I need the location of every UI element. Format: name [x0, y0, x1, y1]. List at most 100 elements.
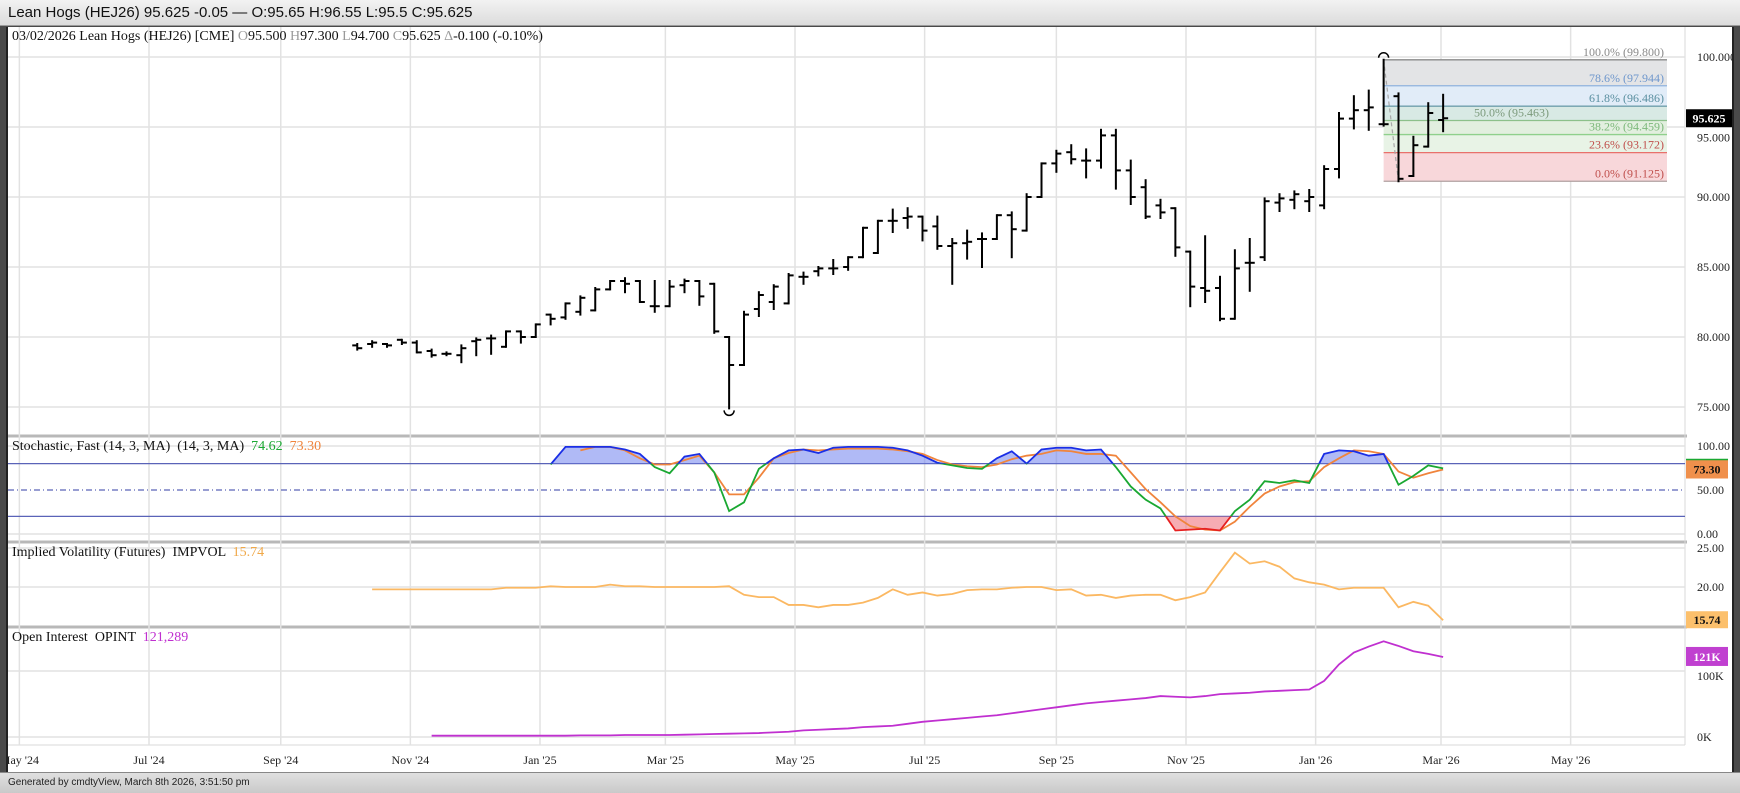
ohlc-bar[interactable] [560, 302, 571, 320]
ohlc-bar[interactable] [396, 338, 407, 345]
ohlc-bar[interactable] [1096, 128, 1106, 169]
ohlc-bar[interactable] [768, 284, 779, 310]
ohlc-bar[interactable] [441, 351, 452, 357]
oi-line[interactable] [431, 640, 1444, 737]
ohlc-bar[interactable] [1170, 207, 1181, 257]
ohlc-bar[interactable] [471, 337, 482, 357]
ohlc-bar[interactable] [1289, 190, 1300, 210]
ohlc-bar[interactable] [739, 310, 749, 366]
ohlc-bar[interactable] [858, 226, 868, 259]
ohlc-bar[interactable] [1378, 58, 1389, 127]
ohlc-bar[interactable] [1319, 165, 1330, 210]
ohlc-bar[interactable] [426, 348, 437, 358]
ohlc-bar[interactable] [1229, 249, 1240, 320]
ohlc-bar[interactable] [1363, 89, 1374, 131]
ohlc-bar[interactable] [530, 323, 541, 338]
ohlc-bar[interactable] [962, 229, 973, 260]
fib-zone [1383, 59, 1667, 86]
ohlc-bar[interactable] [575, 295, 586, 316]
ohlc-bar[interactable] [634, 280, 645, 303]
ohlc-bar[interactable] [843, 256, 854, 271]
ohlc-bar[interactable] [813, 266, 824, 277]
legend-high: 97.300 [300, 29, 339, 44]
ohlc-bar[interactable] [1215, 275, 1225, 322]
ohlc-bar[interactable] [1125, 159, 1136, 205]
ohlc-bar[interactable] [1393, 92, 1404, 183]
ohlc-bar[interactable] [872, 219, 883, 254]
chart-frame[interactable]: May '24 Jul '24 Sep '24 Nov '24 Jan '25 Mar '… [6, 27, 1734, 772]
fib-level-label: 61.8% (96.486) [1589, 91, 1664, 105]
ohlc-bar[interactable] [664, 280, 675, 308]
ohlc-bar[interactable] [1140, 179, 1151, 219]
stochastic-d-line[interactable] [580, 445, 1444, 532]
ohlc-bar[interactable] [1304, 189, 1315, 212]
ohlc-bar[interactable] [1423, 102, 1434, 148]
ohlc-bar[interactable] [887, 208, 898, 233]
ohlc-bar[interactable] [1274, 193, 1285, 212]
ohlc-bar[interactable] [753, 291, 764, 317]
ohlc-bar[interactable] [783, 273, 794, 305]
ohlc-bar[interactable] [1185, 250, 1196, 308]
oi-badge-label: 121K [1693, 650, 1721, 664]
ohlc-bar[interactable] [620, 277, 630, 294]
ohlc-bar[interactable] [352, 343, 363, 351]
ohlc-bar[interactable] [932, 215, 943, 250]
ohlc-bar[interactable] [679, 278, 690, 294]
footer-bar: Generated by cmdtyView, March 8th 2026, … [0, 772, 1740, 793]
ohlc-bar[interactable] [1200, 235, 1211, 303]
ohlc-bar[interactable] [605, 280, 616, 291]
legend-date: 03/02/2026 [12, 29, 76, 44]
ohlc-bar[interactable] [1408, 135, 1419, 177]
stochastic-k-line-overbought[interactable] [550, 445, 1444, 531]
ohlc-bar[interactable] [1110, 128, 1121, 190]
iv-legend[interactable]: Implied Volatility (Futures) IMPVOL 15.7… [12, 545, 264, 561]
legend-low-label: L [342, 29, 351, 44]
ohlc-bar[interactable] [1334, 112, 1344, 179]
ohlc-bar[interactable] [590, 287, 601, 312]
iv-line[interactable] [372, 551, 1444, 621]
ohlc-bar[interactable] [724, 336, 735, 410]
ohlc-bar[interactable] [515, 330, 526, 344]
fib-level-label: 0.0% (91.125) [1595, 166, 1664, 180]
ohlc-bar[interactable] [411, 340, 422, 354]
stochastic-legend[interactable]: Stochastic, Fast (14, 3, MA) (14, 3, MA)… [12, 439, 321, 455]
ohlc-bar[interactable] [977, 232, 987, 268]
ohlc-bar[interactable] [1066, 144, 1077, 165]
oi-legend[interactable]: Open Interest OPINT 121,289 [12, 630, 188, 646]
ohlc-bar[interactable] [947, 238, 958, 285]
ohlc-bar[interactable] [991, 214, 1002, 240]
ohlc-bar[interactable] [545, 313, 556, 326]
oi-value: 121,289 [142, 630, 189, 645]
price-tick-label: 85.000 [1697, 260, 1730, 274]
ohlc-bar[interactable] [649, 280, 660, 313]
ohlc-bar[interactable] [1155, 198, 1166, 219]
ohlc-bar[interactable] [501, 330, 511, 348]
legend-delta-label: Δ [444, 29, 454, 44]
ohlc-bar[interactable] [1021, 193, 1032, 232]
chart-canvas[interactable]: May '24 Jul '24 Sep '24 Nov '24 Jan '25 Mar '… [8, 27, 1734, 772]
ohlc-bar[interactable] [1348, 95, 1359, 130]
ohlc-bar[interactable] [367, 340, 378, 348]
ohlc-bar[interactable] [1051, 149, 1062, 173]
x-tick-label: May '26 [1551, 753, 1590, 767]
x-tick-label: May '25 [775, 753, 814, 767]
ohlc-bar[interactable] [1259, 197, 1270, 261]
ohlc-bar[interactable] [486, 334, 497, 355]
ohlc-bar[interactable] [828, 259, 839, 275]
ohlc-bar[interactable] [1036, 162, 1047, 198]
ohlc-bar[interactable] [1081, 148, 1092, 179]
ohlc-bar[interactable] [1006, 211, 1017, 259]
ohlc-bar[interactable] [902, 207, 913, 229]
ohlc-bar[interactable] [917, 215, 928, 242]
ohlc-bar[interactable] [694, 280, 705, 306]
fib-trend-line[interactable] [1383, 59, 1400, 182]
ohlc-bar[interactable] [1438, 93, 1449, 133]
low-marker-icon [723, 410, 735, 417]
ohlc-bar[interactable] [1244, 238, 1255, 292]
ohlc-bar[interactable] [382, 343, 392, 348]
stochastic-tick-label: 50.00 [1697, 483, 1724, 497]
ohlc-bar[interactable] [798, 271, 809, 285]
ohlc-bar[interactable] [456, 344, 467, 364]
stochastic-k-line[interactable] [549, 447, 1444, 531]
ohlc-bar[interactable] [709, 282, 720, 334]
